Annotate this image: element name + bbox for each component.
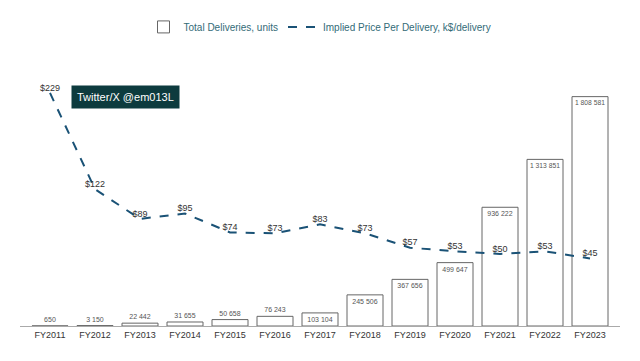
svg-text:FY2011: FY2011 — [35, 330, 66, 340]
svg-text:FY2016: FY2016 — [259, 330, 291, 340]
svg-text:Implied Price Per Delivery, k$: Implied Price Per Delivery, k$/delivery — [323, 22, 491, 33]
svg-text:1 313 851: 1 313 851 — [530, 162, 560, 169]
svg-text:FY2014: FY2014 — [169, 330, 201, 340]
svg-text:499 647: 499 647 — [442, 266, 467, 273]
svg-text:$57: $57 — [402, 237, 417, 247]
svg-text:FY2017: FY2017 — [304, 330, 336, 340]
svg-text:FY2019: FY2019 — [394, 330, 426, 340]
svg-text:FY2018: FY2018 — [349, 330, 381, 340]
svg-text:$229: $229 — [40, 83, 60, 93]
svg-text:245 506: 245 506 — [352, 298, 377, 305]
svg-text:$122: $122 — [85, 179, 105, 189]
svg-text:1 808 581: 1 808 581 — [575, 99, 605, 106]
svg-text:$95: $95 — [177, 203, 192, 213]
svg-text:$74: $74 — [222, 222, 237, 232]
svg-text:$73: $73 — [267, 223, 282, 233]
svg-text:936 222: 936 222 — [487, 210, 512, 217]
svg-text:$50: $50 — [492, 244, 507, 254]
svg-text:FY2022: FY2022 — [529, 330, 561, 340]
svg-text:FY2020: FY2020 — [439, 330, 471, 340]
svg-text:FY2021: FY2021 — [484, 330, 516, 340]
svg-text:$89: $89 — [132, 209, 147, 219]
svg-text:103 104: 103 104 — [307, 316, 332, 323]
svg-text:650: 650 — [44, 316, 56, 323]
svg-text:FY2013: FY2013 — [124, 330, 156, 340]
svg-text:FY2012: FY2012 — [79, 330, 111, 340]
svg-text:$83: $83 — [312, 214, 327, 224]
svg-text:$53: $53 — [537, 241, 552, 251]
svg-text:367 656: 367 656 — [397, 282, 422, 289]
svg-text:22 442: 22 442 — [129, 313, 151, 320]
svg-text:3 150: 3 150 — [86, 316, 104, 323]
svg-text:50 658: 50 658 — [219, 310, 241, 317]
svg-text:$53: $53 — [447, 241, 462, 251]
svg-text:FY2015: FY2015 — [214, 330, 246, 340]
svg-text:$45: $45 — [582, 248, 597, 258]
svg-text:76 243: 76 243 — [264, 306, 286, 313]
svg-text:Twitter/X @em013L: Twitter/X @em013L — [77, 91, 174, 103]
svg-text:31 655: 31 655 — [174, 312, 196, 319]
svg-text:$73: $73 — [357, 223, 372, 233]
svg-text:FY2023: FY2023 — [574, 330, 606, 340]
svg-text:Total Deliveries, units: Total Deliveries, units — [184, 22, 278, 33]
